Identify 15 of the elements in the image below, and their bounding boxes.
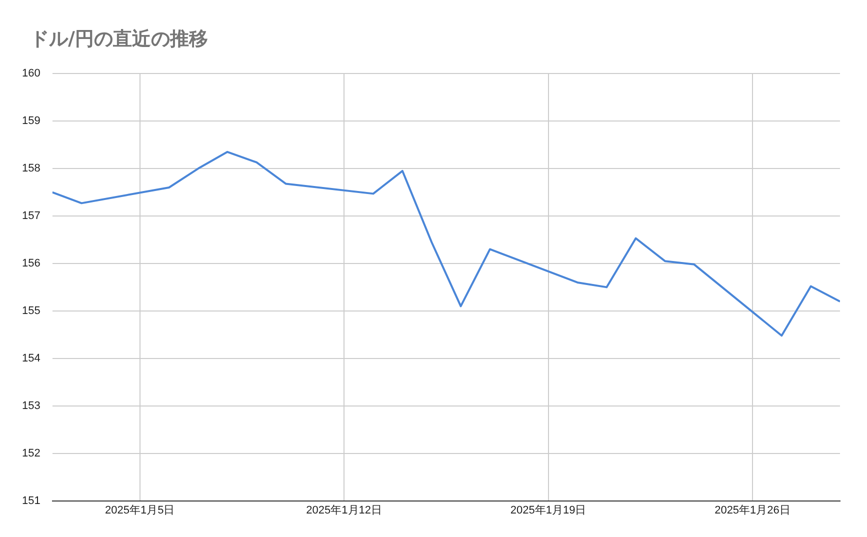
y-tick-label: 159 xyxy=(22,115,40,128)
y-tick-label: 156 xyxy=(22,258,40,270)
x-tick-label: 2025年1月12日 xyxy=(306,504,382,516)
x-tick-label: 2025年1月26日 xyxy=(714,504,790,516)
y-tick-label: 152 xyxy=(22,447,40,460)
chart-title: ドル/円の直近の推移 xyxy=(30,27,208,52)
y-tick-label: 155 xyxy=(22,304,40,317)
y-tick-label: 154 xyxy=(22,352,40,364)
y-tick-label: 153 xyxy=(22,400,40,412)
y-tick-label: 160 xyxy=(22,68,40,80)
y-tick-label: 151 xyxy=(22,494,40,507)
y-tick-label: 158 xyxy=(22,162,40,175)
x-tick-label: 2025年1月5日 xyxy=(105,504,175,516)
y-tick-label: 157 xyxy=(22,210,40,222)
x-tick-label: 2025年1月19日 xyxy=(510,504,586,516)
